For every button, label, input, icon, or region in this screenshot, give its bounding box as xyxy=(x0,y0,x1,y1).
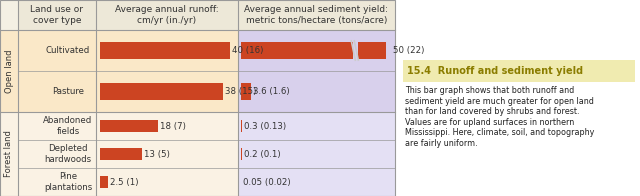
Text: Mississippi. Here, climate, soil, and topography: Mississippi. Here, climate, soil, and to… xyxy=(405,128,595,137)
Bar xyxy=(0,0,18,196)
Text: Land use or
cover type: Land use or cover type xyxy=(31,5,83,25)
Text: 15.4  Runoff and sediment yield: 15.4 Runoff and sediment yield xyxy=(407,66,583,76)
Bar xyxy=(403,60,635,82)
Bar xyxy=(0,30,18,112)
Text: Values are for upland surfaces in northern: Values are for upland surfaces in northe… xyxy=(405,117,574,126)
Text: 38 (15): 38 (15) xyxy=(225,87,257,96)
Bar xyxy=(100,83,223,100)
Text: 3.6 (1.6): 3.6 (1.6) xyxy=(253,87,290,96)
Text: Cultivated: Cultivated xyxy=(46,46,90,55)
Bar xyxy=(238,112,395,196)
Bar xyxy=(100,176,108,188)
Bar xyxy=(241,42,353,59)
Text: 0.05 (0.02): 0.05 (0.02) xyxy=(243,178,291,187)
Text: 13 (5): 13 (5) xyxy=(144,150,170,159)
Bar xyxy=(100,42,230,59)
Text: Average annual sediment yield:
metric tons/hectare (tons/acre): Average annual sediment yield: metric to… xyxy=(244,5,388,25)
Bar xyxy=(100,120,158,132)
Text: 0.2 (0.1): 0.2 (0.1) xyxy=(244,150,280,159)
Bar xyxy=(0,112,18,196)
Text: than for land covered by shrubs and forest.: than for land covered by shrubs and fore… xyxy=(405,107,579,116)
Bar xyxy=(241,83,252,100)
Bar xyxy=(0,0,395,196)
Bar xyxy=(238,30,395,112)
Text: Depleted
hardwoods: Depleted hardwoods xyxy=(44,144,92,164)
Bar xyxy=(241,120,242,132)
Text: Open land: Open land xyxy=(4,49,13,93)
Bar xyxy=(18,0,395,30)
Bar xyxy=(100,148,142,160)
Text: Pine
plantations: Pine plantations xyxy=(44,172,92,192)
Text: Pasture: Pasture xyxy=(52,87,84,96)
Text: sediment yield are much greater for open land: sediment yield are much greater for open… xyxy=(405,96,594,105)
Text: 50 (22): 50 (22) xyxy=(393,46,424,55)
Text: 2.5 (1): 2.5 (1) xyxy=(110,178,139,187)
Text: Forest land: Forest land xyxy=(4,131,13,177)
Bar xyxy=(18,30,238,112)
Text: Average annual runoff:
cm/yr (in./yr): Average annual runoff: cm/yr (in./yr) xyxy=(115,5,219,25)
Text: 40 (16): 40 (16) xyxy=(232,46,263,55)
Text: This bar graph shows that both runoff and: This bar graph shows that both runoff an… xyxy=(405,86,574,95)
Bar xyxy=(18,112,238,196)
Bar xyxy=(358,42,386,59)
Text: 0.3 (0.13): 0.3 (0.13) xyxy=(244,122,286,131)
Text: are fairly uniform.: are fairly uniform. xyxy=(405,139,477,148)
Text: 18 (7): 18 (7) xyxy=(160,122,186,131)
Text: Abandoned
fields: Abandoned fields xyxy=(44,116,93,136)
